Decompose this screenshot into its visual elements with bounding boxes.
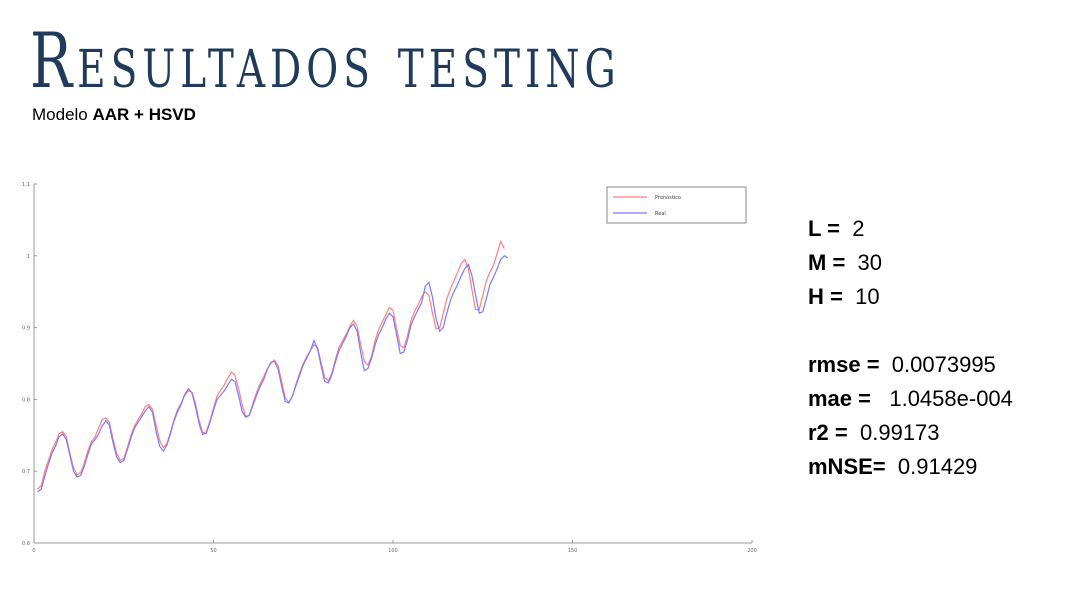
x-tick-label: 150 (568, 548, 578, 554)
param-row: M = 30 (808, 246, 1013, 280)
page-title: Resultados testing (30, 18, 621, 106)
subtitle: Modelo AAR + HSVD (32, 105, 196, 125)
x-tick-label: 0 (32, 548, 35, 554)
metric-value: 10 (855, 284, 880, 309)
metric-value: 0.99173 (860, 420, 940, 445)
forecast-series-line (37, 239, 505, 490)
metric-key: L = (808, 216, 841, 241)
real-series-line (37, 255, 509, 493)
metric-spacer (845, 250, 857, 275)
param-row: L = 2 (808, 212, 1013, 246)
y-tick-label: 0.8 (22, 397, 30, 403)
legend-box (606, 186, 747, 224)
error-metric-row: mNSE= 0.91429 (808, 450, 1013, 484)
param-row: H = 10 (808, 280, 1013, 314)
y-tick-label: 0.6 (22, 541, 30, 547)
metric-key: mae = (808, 386, 871, 411)
error-metric-row: rmse = 0.0073995 (808, 348, 1013, 382)
error-metric-row: mae = 1.0458e-004 (808, 382, 1013, 416)
metric-key: mNSE= (808, 454, 886, 479)
metric-spacer (871, 386, 883, 411)
legend-label: Pronóstico (655, 194, 681, 201)
metric-spacer (848, 420, 860, 445)
metric-value: 1.0458e-004 (883, 386, 1013, 411)
metric-spacer (843, 284, 855, 309)
y-tick-label: 1 (27, 254, 30, 260)
x-tick-label: 200 (747, 548, 757, 554)
metric-value: 0.91429 (897, 454, 978, 479)
metric-value: 30 (857, 250, 883, 275)
y-tick-label: 1.1 (22, 182, 30, 188)
metric-key: M = (808, 250, 846, 275)
metric-spacer (840, 216, 852, 241)
metric-spacer (880, 352, 892, 377)
metric-value: 2 (852, 216, 865, 241)
metric-spacer (886, 454, 898, 479)
legend-label: Real (655, 211, 666, 217)
metric-value: 0.0073995 (891, 352, 996, 377)
metrics-gap (808, 314, 1013, 348)
x-tick-label: 50 (210, 548, 216, 554)
error-metric-row: r2 = 0.99173 (808, 416, 1013, 450)
metric-key: rmse = (808, 352, 880, 377)
errors-list: rmse = 0.0073995 mae = 1.0458e-004 r2 = 0.… (808, 348, 1013, 484)
metric-key: r2 = (808, 420, 848, 445)
y-tick-label: 0.7 (22, 469, 30, 475)
metric-key: H = (808, 284, 843, 309)
x-tick-label: 100 (388, 548, 398, 554)
line-chart: 0.6 0.7 0.8 0.9 1 1.1 0 50 100 150 200 Pronóstico Re… (22, 182, 757, 554)
model-name: AAR + HSVD (92, 105, 196, 124)
subtitle-prefix: Modelo (32, 105, 93, 124)
y-tick-label: 0.9 (22, 326, 30, 332)
